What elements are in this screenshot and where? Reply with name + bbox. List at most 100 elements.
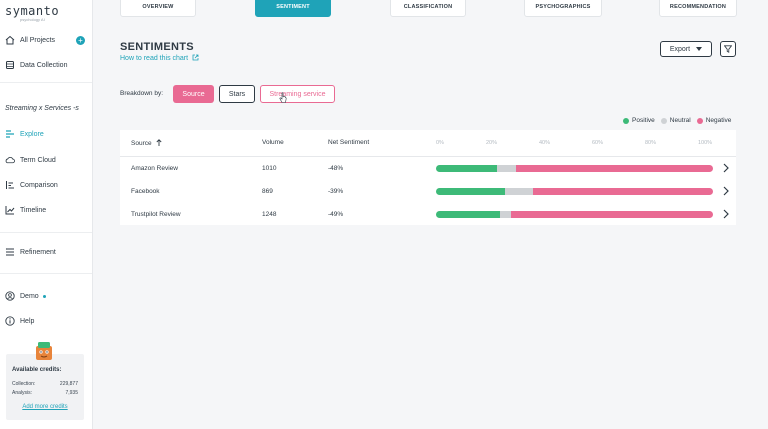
user-name: Demo [20,292,39,300]
sidebar-item-timeline[interactable]: Timeline [5,205,46,215]
legend-negative: Negative [696,117,732,124]
neutral-segment [499,211,511,218]
chevron-right-icon[interactable] [721,162,731,174]
tab-psychographics[interactable]: PSYCHOGRAPHICS [524,0,602,17]
sort-ascending-icon [156,139,162,146]
sidebar-item-comparison[interactable]: Comparison [5,180,58,190]
mouse-pointer-icon [279,92,287,103]
divider [120,156,736,157]
cell-source: Amazon Review [131,165,178,172]
comparison-icon [5,180,15,190]
negative-segment [532,188,713,195]
credits-analysis-value: 7,935 [65,390,78,396]
logo-subtitle: psychology AI [20,17,45,22]
sidebar-item-label: Data Collection [20,61,68,69]
external-link-icon [192,54,199,61]
logo[interactable]: symanto psychology AI [5,4,59,22]
cell-net-sentiment: -49% [328,211,344,218]
column-header-volume[interactable]: Volume [262,139,284,146]
logo-text: symanto [5,4,60,18]
project-name: Streaming x Services -s [5,105,79,112]
sidebar-item-label: Timeline [20,206,47,214]
sidebar-item-explore[interactable]: Explore [5,129,44,139]
table-row[interactable]: Facebook 869 -39% [120,181,736,203]
chevron-right-icon[interactable] [721,208,731,220]
credits-title: Available credits: [12,367,62,373]
scale-tick: 20% [486,140,498,146]
sidebar-item-label: Term Cloud [20,156,56,164]
info-icon [5,316,15,326]
sidebar-item-label: All Projects [20,36,56,44]
neutral-dot-icon [660,117,667,124]
breakdown-label: Breakdown by: [120,90,163,97]
table-row[interactable]: Trustpilot Review 1248 -49% [120,204,736,226]
sidebar-item-help[interactable]: Help [5,316,34,326]
export-button[interactable]: Export [660,41,712,57]
sidebar: symanto psychology AI All Projects + Dat… [0,0,93,429]
sidebar-item-term-cloud[interactable]: Term Cloud [5,155,56,165]
positive-segment [436,188,506,195]
cloud-icon [5,155,15,165]
filter-button[interactable] [720,41,736,57]
home-icon [5,35,15,45]
cell-net-sentiment: -48% [328,165,344,172]
divider [0,232,92,233]
caret-down-icon [696,47,703,51]
export-label: Export [669,45,691,53]
table-row[interactable]: Amazon Review 1010 -48% [120,158,736,180]
scale-tick: 60% [592,140,604,146]
database-icon [5,60,15,70]
add-project-button[interactable]: + [76,36,85,45]
scale-tick: 40% [539,140,551,146]
tab-classification[interactable]: CLASSIFICATION [390,0,466,17]
breakdown-stars-button[interactable]: Stars [219,85,255,103]
sidebar-item-all-projects[interactable]: All Projects [5,35,55,45]
sentiment-bar [436,211,713,218]
legend-label: Neutral [669,117,691,124]
column-header-source[interactable]: Source [131,139,162,147]
neutral-segment [496,165,517,172]
add-credits-link[interactable]: Add more credits [22,404,68,410]
breakdown-streaming-service-button[interactable]: Streaming service [260,85,335,103]
chevron-right-icon[interactable] [721,185,731,197]
credits-panel: Available credits: Collection: 229,877 A… [6,354,84,420]
how-to-read-link[interactable]: How to read this chart [120,54,199,62]
positive-segment [436,211,500,218]
user-menu[interactable]: Demo [5,291,46,301]
column-header-net-sentiment[interactable]: Net Sentiment [328,139,370,146]
sentiment-bar [436,165,713,172]
positive-dot-icon [623,117,629,124]
scale-tick: 100% [698,140,713,146]
neutral-segment [505,188,533,195]
mascot-icon [36,342,52,360]
timeline-icon [5,205,15,215]
legend-positive: Positive [623,117,655,124]
status-dot-icon [42,294,46,298]
scale-tick: 80% [645,140,657,146]
sidebar-item-data-collection[interactable]: Data Collection [5,60,67,70]
credits-analysis-label: Analysis: [12,390,33,396]
page-title: SENTIMENTS [120,41,194,53]
positive-segment [436,165,497,172]
legend-label: Negative [705,117,732,124]
cell-source: Trustpilot Review [131,211,181,218]
tab-overview[interactable]: OVERVIEW [120,0,196,17]
tab-sentiment[interactable]: SENTIMENT [255,0,331,17]
negative-segment [516,165,713,172]
breakdown-source-button[interactable]: Source [173,85,214,103]
cell-volume: 869 [262,188,273,195]
negative-segment [510,211,713,218]
credits-collection-row: Collection: 229,877 [12,381,78,387]
filter-icon [724,45,732,53]
legend: Positive Neutral Negative [623,117,737,124]
cell-net-sentiment: -39% [328,188,344,195]
negative-dot-icon [696,117,703,124]
cell-source: Facebook [131,188,160,195]
sidebar-item-refinement[interactable]: Refinement [5,247,56,257]
sentiment-bar [436,188,713,195]
sidebar-item-label: Refinement [20,248,56,256]
tab-recommendation[interactable]: RECOMMENDATION [659,0,737,17]
how-to-read-label: How to read this chart [120,55,189,62]
credits-collection-value: 229,877 [59,381,78,387]
cell-volume: 1248 [262,211,277,218]
